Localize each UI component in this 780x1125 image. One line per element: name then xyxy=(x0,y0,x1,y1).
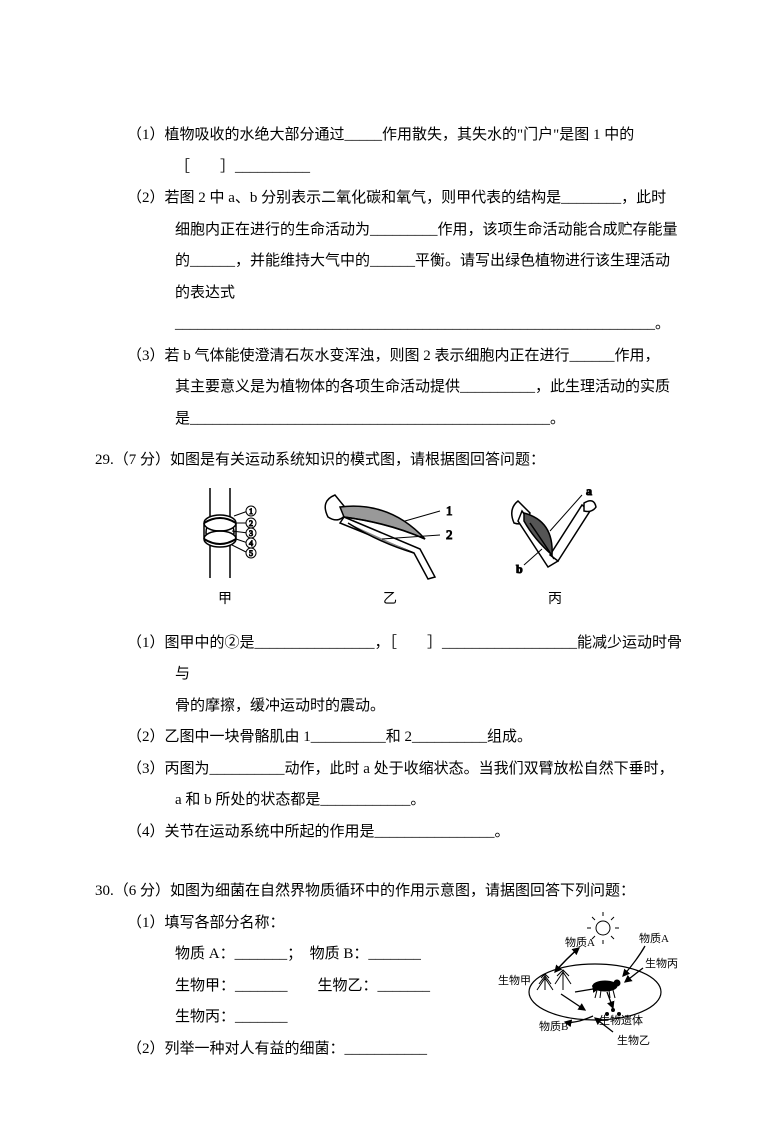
svg-text:5: 5 xyxy=(249,549,253,558)
svg-text:1: 1 xyxy=(446,503,453,518)
svg-text:2: 2 xyxy=(446,527,453,542)
svg-text:3: 3 xyxy=(249,529,253,538)
q29-part-3: （3）丙图为__________动作，此时 a 处于收缩状态。当我们双臂放松自然… xyxy=(127,754,685,786)
eco-lbl-orgB: 生物乙 xyxy=(617,1033,650,1047)
svg-text:1: 1 xyxy=(249,507,253,516)
svg-text:a: a xyxy=(586,484,592,498)
figure-arm-flexed: a b xyxy=(500,483,610,583)
figure-joint-knee: 1 2 3 4 5 xyxy=(170,483,280,583)
q28-part-1: （1）植物吸收的水绝大部分通过_____作用散失，其失水的"门户"是图 1 中的 xyxy=(127,120,685,152)
q29-part-3b: a 和 b 所处的状态都是____________。 xyxy=(95,785,685,817)
q28-part-2: （2）若图 2 中 a、b 分别表示二氧化碳和氧气，则甲代表的结构是______… xyxy=(127,183,685,215)
q28-part-3: （3）若 b 气体能使澄清石灰水变浑浊，则图 2 表示细胞内正在进行______… xyxy=(127,341,685,373)
eco-lbl-orgC: 生物丙 xyxy=(645,956,678,970)
eco-lbl-matB: 物质B xyxy=(539,1019,568,1033)
q28-part-3b: 其主要意义是为植物体的各项生命活动提供__________，此生理活动的实质 xyxy=(95,372,685,404)
eco-lbl-matA-r: 物质A xyxy=(639,931,669,945)
fig-label-c: 丙 xyxy=(548,585,562,614)
q29-part-1: （1）图甲中的②是________________，［ ］___________… xyxy=(127,628,685,691)
q29-figures: 1 2 3 4 5 甲 1 xyxy=(95,483,685,614)
q28-part-1b: ［ ］__________ xyxy=(95,152,685,184)
figure-arm-extended: 1 2 xyxy=(310,483,470,583)
svg-text:4: 4 xyxy=(249,539,253,548)
q29-part-1b: 骨的摩擦，缓冲运动时的震动。 xyxy=(95,691,685,723)
svg-text:2: 2 xyxy=(249,519,253,528)
q28-part-3c: 是_______________________________________… xyxy=(95,404,685,436)
fig-label-a: 甲 xyxy=(218,585,232,614)
eco-lbl-orgA: 生物甲 xyxy=(498,973,531,987)
q28-part-2d: 的表达式____________________________________… xyxy=(95,278,685,341)
q29-title: 29.（7 分）如图是有关运动系统知识的模式图，请根据图回答问题： xyxy=(95,445,685,477)
q30-title: 30.（6 分）如图为细菌在自然界物质循环中的作用示意图，请据图回答下列问题： xyxy=(95,876,685,908)
q28-part-2b: 细胞内正在进行的生命活动为_________作用，该项生命活动能合成贮存能量 xyxy=(95,215,685,247)
q29-part-2: （2）乙图中一块骨骼肌由 1__________和 2__________组成。 xyxy=(127,722,685,754)
fig-label-b: 乙 xyxy=(383,585,397,614)
eco-lbl-matA-l: 物质A xyxy=(565,935,595,949)
figure-ecosystem-cycle: 物质A 物质A 生物丙 生物甲 物质B 生物遗体 生物乙 xyxy=(495,912,685,1052)
svg-text:b: b xyxy=(516,562,523,576)
q28-part-2c: 的______，并能维持大气中的______平衡。请写出绿色植物进行该生理活动 xyxy=(95,246,685,278)
q29-part-4: （4）关节在运动系统中所起的作用是________________。 xyxy=(127,817,685,849)
